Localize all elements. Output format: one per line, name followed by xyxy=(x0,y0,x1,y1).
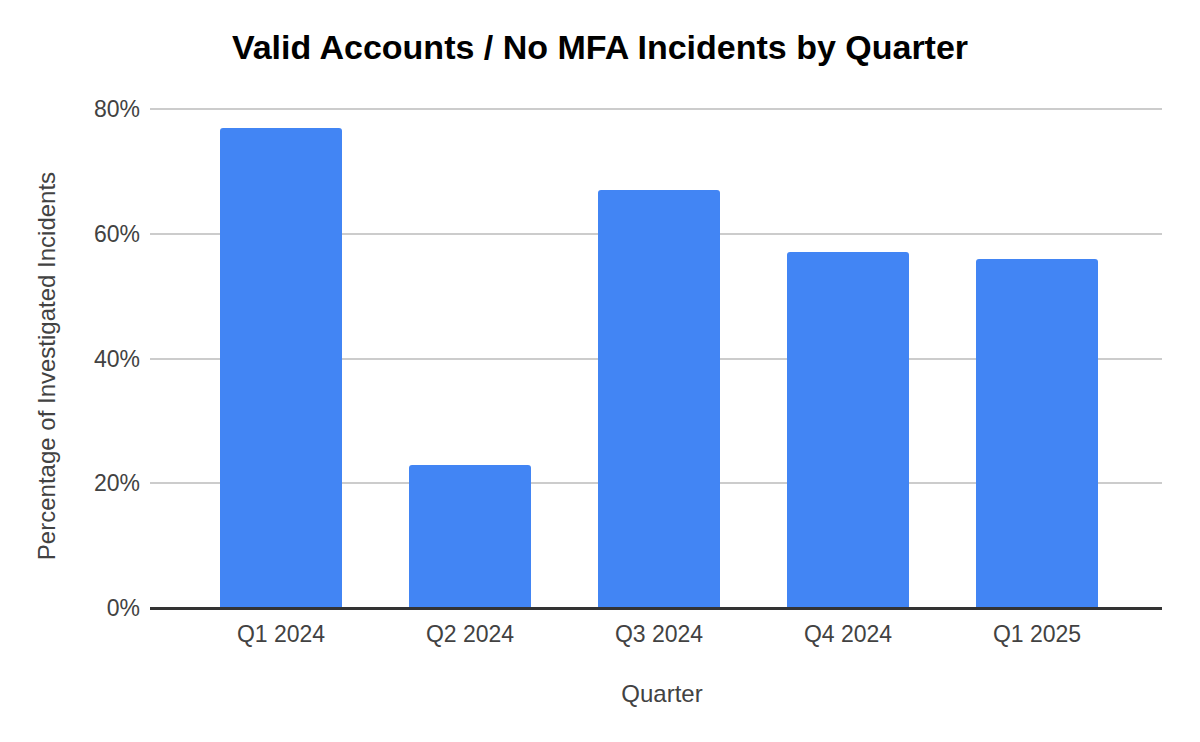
bar-q3-2024 xyxy=(598,190,720,608)
y-tick-label: 80% xyxy=(0,96,140,122)
x-tick-label: Q1 2024 xyxy=(196,621,366,647)
y-tick-label: 20% xyxy=(0,470,140,496)
y-tick-label: 0% xyxy=(0,595,140,621)
bar-q4-2024 xyxy=(787,252,909,608)
x-tick-label: Q4 2024 xyxy=(763,621,933,647)
x-axis-line xyxy=(150,607,1162,610)
x-axis-title: Quarter xyxy=(156,680,1168,708)
gridline xyxy=(150,108,1162,110)
y-tick-label: 60% xyxy=(0,221,140,247)
plot-area: 0% 20% 40% 60% 80% Q1 2024 Q2 2024 Q3 2024 Q4 20… xyxy=(0,0,1200,742)
y-tick-label: 40% xyxy=(0,346,140,372)
bar-q1-2025 xyxy=(976,259,1098,608)
bar-q1-2024 xyxy=(220,128,342,608)
x-tick-label: Q2 2024 xyxy=(385,621,555,647)
bar-q2-2024 xyxy=(409,465,531,608)
x-tick-label: Q3 2024 xyxy=(574,621,744,647)
bar-chart: Valid Accounts / No MFA Incidents by Qua… xyxy=(0,0,1200,742)
x-tick-label: Q1 2025 xyxy=(952,621,1122,647)
